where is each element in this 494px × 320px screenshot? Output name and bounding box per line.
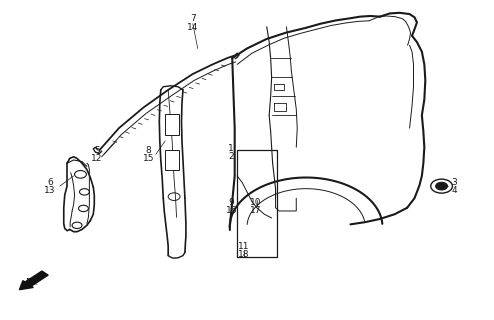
Text: 10: 10 (250, 197, 262, 206)
Text: 3: 3 (451, 178, 457, 187)
Text: 1: 1 (228, 144, 234, 153)
Text: 13: 13 (44, 186, 56, 195)
Text: 12: 12 (91, 154, 102, 163)
Text: 9: 9 (228, 197, 234, 206)
Text: 6: 6 (47, 178, 53, 187)
Text: 15: 15 (143, 154, 154, 163)
Circle shape (436, 182, 448, 190)
Text: 14: 14 (187, 23, 199, 32)
Text: 17: 17 (250, 205, 262, 214)
Text: 8: 8 (146, 146, 151, 155)
Text: 2: 2 (228, 152, 234, 161)
Text: 5: 5 (94, 146, 100, 155)
Text: FR.: FR. (25, 278, 38, 287)
Text: 7: 7 (190, 14, 196, 23)
Text: 11: 11 (238, 242, 249, 251)
Text: 18: 18 (238, 250, 249, 259)
FancyArrow shape (19, 271, 48, 290)
Bar (165, 150, 179, 170)
Text: 16: 16 (225, 205, 237, 214)
Text: 4: 4 (451, 186, 457, 195)
Bar (165, 114, 179, 134)
